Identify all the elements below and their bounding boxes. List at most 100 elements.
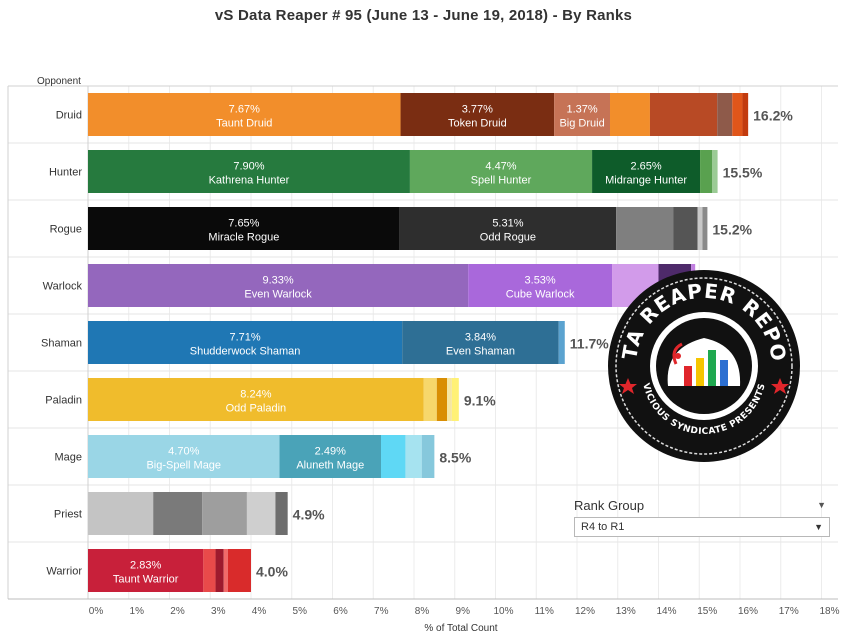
- x-tick-label: 9%: [456, 606, 471, 617]
- bar-archetype-label: Shudderwock Shaman: [190, 346, 301, 358]
- x-tick-label: 17%: [779, 606, 799, 617]
- bar-segment[interactable]: [649, 93, 718, 136]
- bar-segment[interactable]: [88, 150, 410, 193]
- bar-archetype-label: Even Warlock: [244, 289, 312, 301]
- bar-segment[interactable]: [88, 492, 154, 535]
- category-label: Mage: [54, 452, 82, 464]
- rank-group-dropdown[interactable]: R4 to R1 ▼: [574, 517, 830, 537]
- bar-segment[interactable]: [380, 435, 406, 478]
- x-tick-label: 2%: [170, 606, 185, 617]
- bar-total-label: 15.2%: [712, 222, 752, 238]
- bar-segment[interactable]: [88, 378, 424, 421]
- x-axis-ticks: 0% 1% 2% 3% 4% 5% 6% 7% 8% 9% 10% 11% 12% 13% 14% 15% 16…: [89, 606, 840, 617]
- bar-segment[interactable]: [88, 93, 401, 136]
- bar-archetype-label: Aluneth Mage: [296, 460, 364, 472]
- bar-segment[interactable]: [451, 378, 459, 421]
- bar-segment[interactable]: [202, 492, 247, 535]
- bar-segment[interactable]: [402, 321, 559, 364]
- category-labels: Druid Hunter Rogue Warlock Shaman Paladin Mage…: [41, 110, 82, 578]
- bar-value-label: 3.84%: [465, 332, 496, 344]
- bar-value-label: 7.65%: [228, 218, 259, 230]
- bar-segment[interactable]: [468, 264, 613, 307]
- bar-segment[interactable]: [702, 207, 708, 250]
- bar-segment[interactable]: [400, 93, 555, 136]
- bar-total-label: 4.9%: [293, 507, 325, 523]
- rank-group-filter: Rank Group ▼ R4 to R1 ▼: [574, 496, 830, 537]
- bar-value-label: 2.83%: [130, 560, 161, 572]
- bar-archetype-label: Taunt Warrior: [113, 574, 179, 586]
- bar-segment[interactable]: [246, 492, 276, 535]
- bar-segment[interactable]: [742, 93, 749, 136]
- x-tick-label: 8%: [415, 606, 430, 617]
- data-reaper-report-logo: DATA REAPER REPORT VICIOUS SYNDICATE PRE…: [606, 268, 800, 462]
- x-tick-label: 3%: [211, 606, 226, 617]
- logo-dotted-ring: [615, 277, 793, 455]
- bar-segment[interactable]: [616, 207, 674, 250]
- bar-value-label: 4.70%: [168, 446, 199, 458]
- bar-segment[interactable]: [275, 492, 288, 535]
- bar-segment[interactable]: [712, 150, 718, 193]
- bar-archetype-label: Token Druid: [448, 118, 507, 130]
- bar-value-label: 3.53%: [525, 275, 556, 287]
- bar-archetype-label: Odd Rogue: [480, 232, 536, 244]
- bar-segment[interactable]: [554, 93, 611, 136]
- bar-segment[interactable]: [697, 207, 703, 250]
- bar-archetype-label: Even Shaman: [446, 346, 515, 358]
- bar-segment[interactable]: [88, 549, 204, 592]
- bar-segment[interactable]: [88, 264, 469, 307]
- bar-segment[interactable]: [673, 207, 698, 250]
- rank-group-menu-icon[interactable]: ▼: [817, 500, 826, 510]
- bar-segment[interactable]: [399, 207, 617, 250]
- bar-total-label: 16.2%: [753, 108, 793, 124]
- y-axis-title: Opponent: [37, 76, 81, 87]
- bar-segment[interactable]: [153, 492, 203, 535]
- bar-value-label: 2.49%: [315, 446, 346, 458]
- x-tick-label: 15%: [697, 606, 717, 617]
- bar-segment[interactable]: [88, 435, 280, 478]
- bar-segment[interactable]: [203, 549, 216, 592]
- bar-segment[interactable]: [436, 378, 448, 421]
- bar-segment[interactable]: [592, 150, 701, 193]
- bar-segment[interactable]: [405, 435, 422, 478]
- bar-segment[interactable]: [215, 549, 224, 592]
- bar-value-label: 7.90%: [233, 161, 264, 173]
- bar-segment[interactable]: [423, 378, 437, 421]
- x-tick-label: 0%: [89, 606, 104, 617]
- bar-archetype-label: Midrange Hunter: [605, 175, 687, 187]
- bar-segment[interactable]: [447, 378, 452, 421]
- bar-segment[interactable]: [88, 321, 403, 364]
- category-label: Warrior: [46, 566, 82, 578]
- bar-segment[interactable]: [610, 93, 650, 136]
- bar-archetype-label: Big Druid: [559, 118, 604, 130]
- bar-value-label: 7.71%: [229, 332, 260, 344]
- bar-value-label: 9.33%: [262, 275, 293, 287]
- bar-segment[interactable]: [279, 435, 381, 478]
- bar-segment[interactable]: [732, 93, 743, 136]
- bar-segment[interactable]: [717, 93, 733, 136]
- bar-archetype-label: Cube Warlock: [506, 289, 575, 301]
- bar-value-label: 3.77%: [462, 104, 493, 116]
- bar-archetype-label: Kathrena Hunter: [209, 175, 290, 187]
- bar-segment[interactable]: [88, 207, 400, 250]
- bar-segment[interactable]: [223, 549, 228, 592]
- x-tick-label: 11%: [535, 606, 554, 617]
- x-tick-label: 13%: [616, 606, 636, 617]
- bar-segment[interactable]: [227, 549, 251, 592]
- bar-segment[interactable]: [409, 150, 593, 193]
- category-label: Rogue: [50, 224, 82, 236]
- category-label: Paladin: [45, 395, 82, 407]
- bar-archetype-label: Taunt Druid: [216, 118, 272, 130]
- bar-segment[interactable]: [558, 321, 565, 364]
- category-label: Priest: [54, 509, 82, 521]
- bar-total-label: 15.5%: [723, 165, 763, 181]
- bar-segment[interactable]: [700, 150, 713, 193]
- bar-segment[interactable]: [421, 435, 435, 478]
- bar-value-label: 1.37%: [566, 104, 597, 116]
- rank-group-selected-value: R4 to R1: [581, 521, 625, 533]
- x-tick-label: 18%: [819, 606, 839, 617]
- x-tick-label: 6%: [333, 606, 348, 617]
- chart-title: vS Data Reaper # 95 (June 13 - June 19, …: [214, 7, 633, 24]
- chevron-down-icon[interactable]: ▼: [814, 522, 823, 532]
- star-icon-left: [619, 378, 637, 394]
- x-tick-label: 14%: [656, 606, 676, 617]
